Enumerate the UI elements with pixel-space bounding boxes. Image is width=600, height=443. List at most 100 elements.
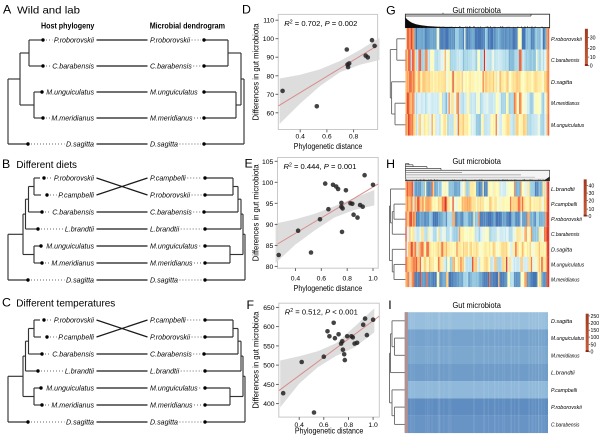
svg-text:C.barabensis: C.barabensis (551, 232, 580, 238)
svg-text:P.roborovskii: P.roborovskii (150, 192, 191, 200)
svg-text:P.roborovskii: P.roborovskii (54, 317, 95, 325)
svg-text:D.sagitta: D.sagitta (66, 141, 94, 149)
svg-text:C: C (2, 296, 11, 310)
svg-text:D.sagitta: D.sagitta (551, 319, 572, 325)
svg-text:40: 40 (589, 183, 595, 189)
svg-text:F: F (247, 298, 255, 312)
svg-text:P.campbelli: P.campbelli (551, 202, 578, 208)
svg-text:80: 80 (266, 264, 274, 271)
svg-text:P.roborovskii: P.roborovskii (150, 334, 191, 342)
svg-text:L.brandtii: L.brandtii (150, 368, 180, 376)
svg-text:P.roborovskii: P.roborovskii (551, 405, 583, 411)
svg-text:M.unguiculatus: M.unguiculatus (150, 243, 198, 251)
svg-text:M.unguiculatus: M.unguiculatus (46, 385, 94, 393)
svg-text:P.roborovskii: P.roborovskii (551, 217, 583, 223)
svg-text:1.0: 1.0 (368, 276, 378, 283)
svg-text:M.meridianus: M.meridianus (150, 115, 193, 123)
svg-text:E: E (245, 157, 253, 171)
svg-text:M.unguiculatus: M.unguiculatus (551, 123, 584, 129)
svg-text:Differences in gut microbiota: Differences in gut microbiota (252, 23, 261, 121)
svg-text:10: 10 (590, 55, 596, 61)
svg-text:P.campbelli: P.campbelli (150, 175, 186, 183)
svg-text:80: 80 (267, 73, 275, 80)
svg-text:0: 0 (589, 214, 592, 220)
svg-text:30: 30 (590, 36, 596, 42)
svg-text:110: 110 (263, 18, 274, 25)
svg-text:M.meridianus: M.meridianus (150, 260, 193, 268)
svg-text:D.sagitta: D.sagitta (551, 80, 572, 86)
svg-text:D.sagitta: D.sagitta (66, 419, 94, 427)
svg-text:P.campbelli: P.campbelli (58, 334, 94, 342)
svg-text:60: 60 (267, 110, 275, 117)
svg-text:C.barabensis: C.barabensis (150, 63, 192, 71)
svg-text:85: 85 (266, 243, 274, 250)
svg-text:0.4: 0.4 (291, 276, 301, 283)
svg-text:30: 30 (589, 191, 595, 197)
svg-text:M.unguiculatus: M.unguiculatus (551, 262, 584, 268)
svg-text:0.8: 0.8 (349, 134, 359, 141)
svg-text:Host phylogeny: Host phylogeny (41, 22, 95, 31)
svg-text:L.brandtii: L.brandtii (150, 226, 180, 234)
svg-text:250: 250 (591, 314, 600, 320)
svg-text:0.6: 0.6 (317, 276, 327, 283)
svg-text:M.meridianus: M.meridianus (51, 260, 94, 268)
svg-text:M.meridianus: M.meridianus (551, 353, 580, 359)
svg-text:C.barabensis: C.barabensis (52, 209, 94, 217)
svg-text:50: 50 (591, 342, 597, 348)
svg-text:0.4: 0.4 (295, 134, 305, 141)
svg-text:Phylogenetic distance: Phylogenetic distance (294, 284, 363, 293)
svg-text:L.brandtii: L.brandtii (65, 368, 95, 376)
svg-text:M.unguiculatus: M.unguiculatus (551, 336, 584, 342)
svg-text:M.unguiculatus: M.unguiculatus (46, 89, 94, 97)
svg-text:0.6: 0.6 (319, 422, 329, 429)
svg-text:Phylogenetic distance: Phylogenetic distance (294, 142, 363, 151)
svg-text:M.meridianus: M.meridianus (551, 101, 580, 107)
svg-text:P.roborovskii: P.roborovskii (150, 37, 191, 45)
svg-text:Different temperatures: Different temperatures (16, 298, 115, 310)
svg-text:600: 600 (263, 324, 275, 331)
svg-text:100: 100 (263, 36, 275, 43)
svg-text:0.4: 0.4 (294, 422, 304, 429)
svg-text:70: 70 (267, 92, 275, 99)
svg-text:0: 0 (590, 64, 593, 70)
svg-text:650: 650 (263, 305, 275, 312)
svg-text:Microbial dendrogram: Microbial dendrogram (150, 22, 225, 31)
svg-text:P.roborovskii: P.roborovskii (54, 175, 95, 183)
svg-text:Gut microbiota: Gut microbiota (452, 157, 501, 166)
svg-text:M.meridianus: M.meridianus (51, 115, 94, 123)
svg-text:90: 90 (267, 55, 275, 62)
svg-text:M.meridianus: M.meridianus (150, 402, 193, 410)
svg-text:C.barabensis: C.barabensis (52, 351, 94, 359)
svg-text:C.barabensis: C.barabensis (551, 58, 580, 64)
svg-text:105: 105 (262, 159, 274, 166)
svg-text:H: H (386, 157, 395, 171)
svg-text:Gut microbiota: Gut microbiota (452, 301, 501, 310)
svg-text:L.brandtii: L.brandtii (65, 226, 95, 234)
svg-text:L.brandtii: L.brandtii (551, 187, 575, 193)
svg-text:R2 = 0.444, P = 0.001: R2 = 0.444, P = 0.001 (284, 162, 357, 171)
svg-text:A: A (3, 3, 12, 17)
svg-text:C.barabensis: C.barabensis (52, 63, 94, 71)
svg-text:550: 550 (263, 343, 275, 350)
svg-text:B: B (2, 157, 10, 171)
svg-text:L.brandtii: L.brandtii (551, 371, 575, 377)
svg-text:400: 400 (263, 401, 275, 408)
svg-text:90: 90 (266, 222, 274, 229)
svg-text:P.campbelli: P.campbelli (551, 388, 578, 394)
svg-text:500: 500 (263, 363, 275, 370)
svg-text:M.unguiculatus: M.unguiculatus (150, 89, 198, 97)
svg-text:20: 20 (589, 198, 595, 204)
svg-text:C.barabensis: C.barabensis (150, 351, 192, 359)
svg-text:Gut microbiota: Gut microbiota (452, 6, 501, 15)
svg-text:10: 10 (589, 207, 595, 213)
svg-text:0.6: 0.6 (322, 134, 332, 141)
svg-text:C.barabensis: C.barabensis (150, 209, 192, 217)
svg-text:Differences in gut microbiota: Differences in gut microbiota (252, 311, 261, 409)
svg-text:D.sagitta: D.sagitta (66, 277, 94, 285)
svg-text:Differences in gut microbiota: Differences in gut microbiota (252, 164, 261, 262)
svg-text:R2 = 0.512, P < 0.001: R2 = 0.512, P < 0.001 (285, 308, 358, 317)
svg-text:1.0: 1.0 (368, 422, 378, 429)
svg-text:M.meridianus: M.meridianus (51, 402, 94, 410)
svg-text:I: I (388, 298, 391, 312)
svg-text:R2 = 0.702, P = 0.002: R2 = 0.702, P = 0.002 (284, 19, 357, 28)
